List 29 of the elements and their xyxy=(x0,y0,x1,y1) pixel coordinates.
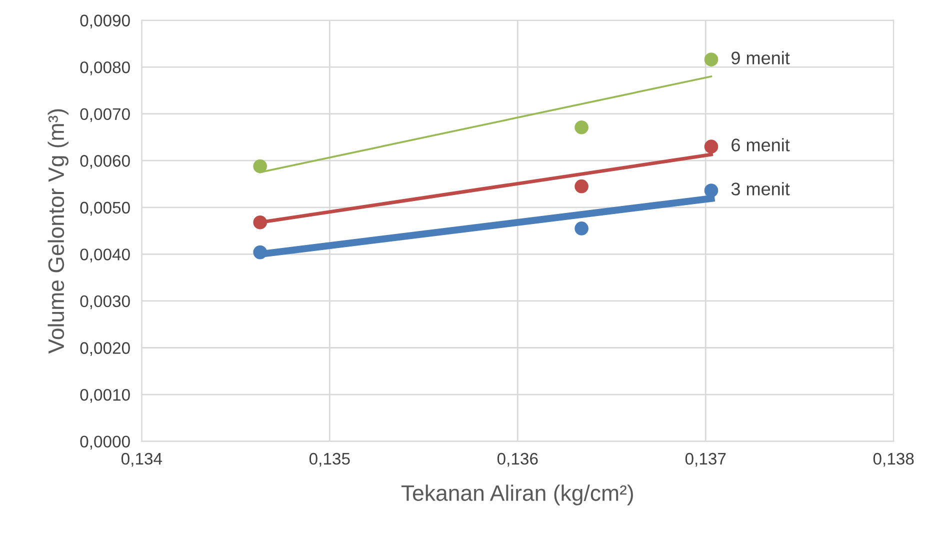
y-tick-label: 0,0080 xyxy=(80,61,130,76)
point xyxy=(704,184,718,198)
x-tick-label: 0,138 xyxy=(873,452,914,467)
point xyxy=(574,179,588,194)
y-tick-label: 0,0060 xyxy=(80,155,130,169)
point xyxy=(574,120,588,134)
series-label: 3 menit xyxy=(731,182,790,196)
series-label: 9 menit xyxy=(732,51,790,64)
y-tick-label: 0,0030 xyxy=(80,295,130,310)
point xyxy=(704,52,718,66)
point xyxy=(704,140,718,154)
y-tick-label: 0,0000 xyxy=(80,436,130,450)
y-tick-label: 0,0040 xyxy=(80,248,130,262)
point xyxy=(253,159,268,174)
x-tick-label: 0,137 xyxy=(685,452,726,467)
y-tick-label: 0,0020 xyxy=(80,342,130,356)
y-axis-title: Volume Gelontor Vg (m³) xyxy=(48,109,68,354)
point xyxy=(253,215,268,230)
x-tick-label: 0,136 xyxy=(497,452,538,467)
y-tick-label: 0,0050 xyxy=(80,202,130,216)
x-tick-label: 0,134 xyxy=(121,452,162,467)
point xyxy=(253,245,268,260)
y-tick-label: 0,0090 xyxy=(80,14,130,28)
y-tick-label: 0,0070 xyxy=(80,108,130,122)
point xyxy=(574,222,588,236)
series-label: 6 menit xyxy=(732,138,790,152)
x-tick-label: 0,135 xyxy=(309,452,350,467)
y-tick-label: 0,0010 xyxy=(80,388,130,403)
x-axis-title: Tekanan Aliran (kg/cm²) xyxy=(401,484,633,506)
